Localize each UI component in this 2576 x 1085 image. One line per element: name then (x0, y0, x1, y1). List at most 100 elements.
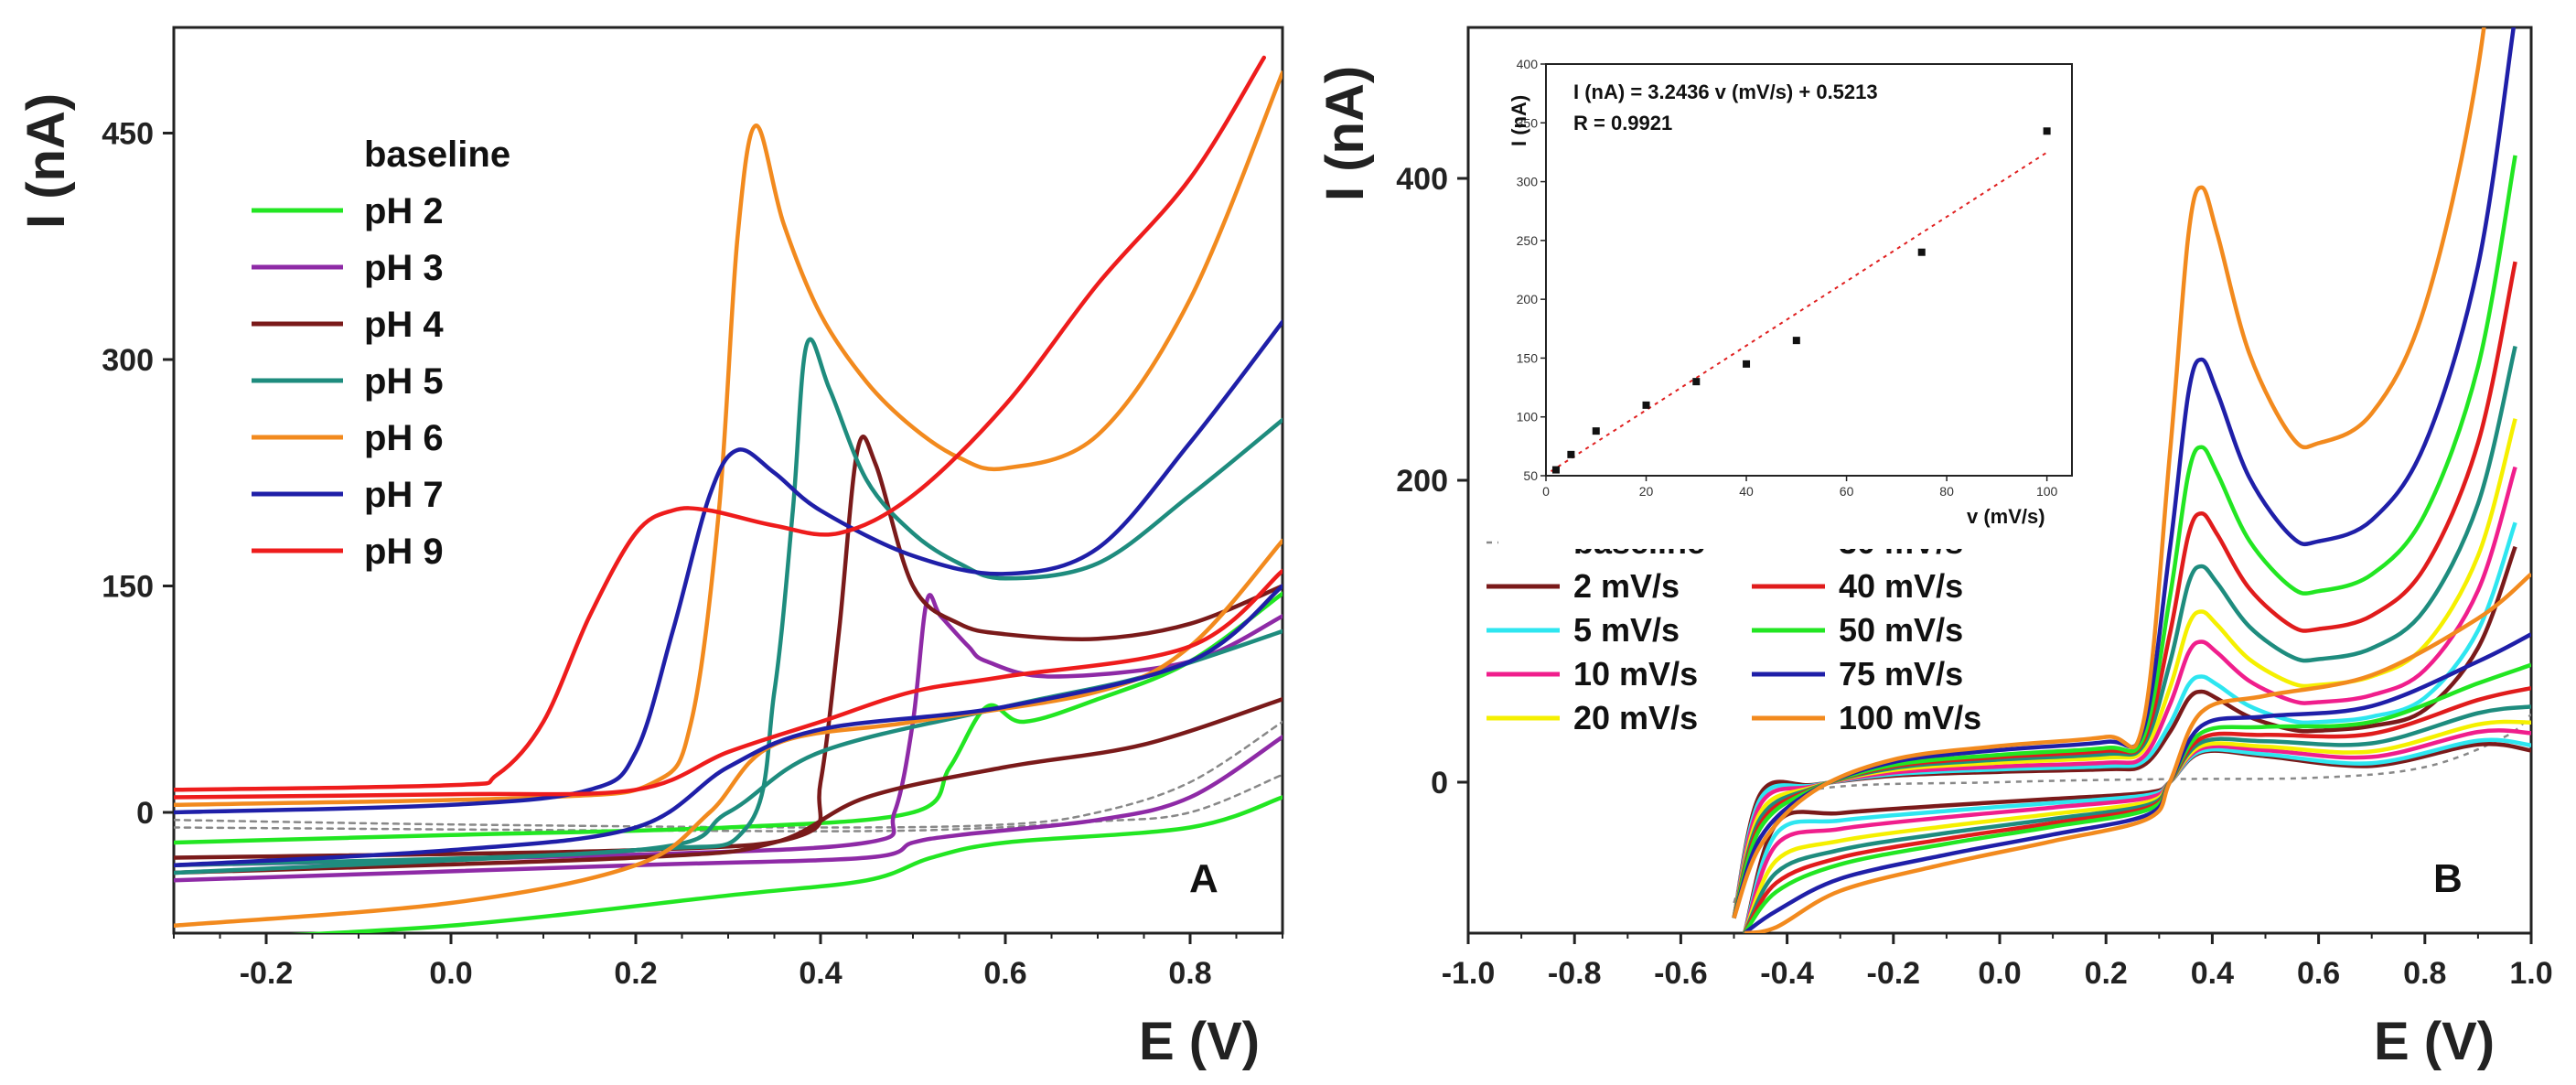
panel-b-x-tick-label: -0.4 (1760, 956, 1814, 991)
inset-x-tick-label: 60 (1840, 484, 1854, 499)
panel-a-x-tick-label: 0.4 (799, 956, 842, 991)
panel-a-curve-ph-7 (174, 319, 1283, 815)
panel-a-y-tick-label: 0 (136, 796, 154, 831)
inset-data-point (1642, 401, 1650, 409)
panel-a-curve-baseline (174, 720, 1283, 829)
panel-b-x-tick-label: -1.0 (1442, 956, 1496, 991)
panel-b-tag: B (2433, 856, 2463, 901)
inset-y-label: I (nA) (1508, 95, 1530, 146)
panel-a-curve-ph-4-return (174, 697, 1283, 876)
panel-a-x-tick-label: 0.0 (429, 956, 472, 991)
panel-b-x-tick-label: 0.4 (2191, 956, 2234, 991)
panel-b-legend-label-5-mv-s: 5 mV/s (1573, 611, 1680, 649)
panel-b-y-tick-label: 200 (1396, 464, 1448, 499)
panel-a-legend-label-ph-5: pH 5 (364, 361, 444, 402)
inset-data-point (1743, 360, 1751, 368)
panel-a-y-tick-label: 150 (102, 570, 154, 605)
panel-b-curve-10-mv-s-return (1742, 728, 2531, 933)
inset-data-point (1567, 450, 1575, 458)
inset-x-tick-label: 100 (2036, 484, 2058, 499)
panel-b-y-tick-label: 400 (1396, 162, 1448, 197)
inset-x-tick-label: 0 (1542, 484, 1550, 499)
inset-data-point (1917, 248, 1926, 256)
panel-b-x-tick-label: 0.6 (2297, 956, 2340, 991)
inset-y-tick-label: 100 (1517, 410, 1539, 424)
inset-y-tick-label: 50 (1523, 468, 1538, 483)
panel-a-x-ticks: -0.2 0.0 0.2 0.4 0.6 0.8 (173, 933, 1283, 991)
panel-b-y-ticks: 0 200 400 (1396, 162, 1468, 800)
panel-b-curve-100-mv-s-return (1744, 572, 2531, 933)
inset-chart: 0 20 40 60 80 100 50 100 150 200 250 300 350 400 I (n… (1498, 50, 2084, 549)
panel-b-curves (1732, 27, 2531, 933)
panel-a-legend-label-ph-2: pH 2 (364, 191, 444, 231)
inset-x-label: v (mV/s) (1967, 505, 2045, 528)
panel-a-legend-label-ph-4: pH 4 (364, 305, 444, 345)
panel-a-x-tick-label: -0.2 (240, 956, 294, 991)
inset-y-tick-label: 150 (1517, 350, 1539, 365)
panel-a-x-tick-label: 0.8 (1168, 956, 1211, 991)
panel-a-y-tick-label: 450 (102, 117, 154, 152)
panel-a-x-label: E (V) (1139, 1012, 1260, 1071)
panel-b-legend-label-40-mv-s: 40 mV/s (1839, 567, 1963, 605)
panel-b-curve-5-mv-s-return (1742, 737, 2531, 933)
panel-a-curve-ph-2 (174, 591, 1283, 845)
inset-y-tick-label: 350 (1517, 115, 1539, 130)
inset-marks: 0 20 40 60 80 100 50 100 150 200 250 300 350 400 (1517, 57, 2058, 499)
panel-b-curve-75-mv-s (1732, 27, 2517, 919)
panel-a-legend-label-ph-6: pH 6 (364, 418, 444, 458)
panel-b-curve-50-mv-s (1732, 155, 2517, 919)
panel-b-curve-20-mv-s-return (1743, 719, 2531, 933)
panel-a-x-tick-label: 0.6 (983, 956, 1026, 991)
inset-x-tick-label: 40 (1739, 484, 1754, 499)
inset-background (1498, 50, 2084, 549)
panel-b-curve-2-mv-s-return (1742, 741, 2531, 933)
panel-b-x-tick-label: -0.6 (1654, 956, 1708, 991)
panel-b-legend-label-2-mv-s: 2 mV/s (1573, 567, 1680, 605)
panel-a-curve-ph-7-return (174, 584, 1283, 868)
panel-a-y-label: I (nA) (16, 93, 76, 229)
inset-frame (1545, 63, 2073, 477)
panel-a-y-ticks: 0 150 300 450 (102, 117, 174, 831)
panel-b-x-tick-label: 0.0 (1978, 956, 2021, 991)
panel-b-curve-100-mv-s (1732, 27, 2486, 919)
inset-data-point (2043, 127, 2051, 135)
panel-a-curve-ph-3-return (174, 735, 1283, 883)
panel-b-y-label: I (nA) (1315, 66, 1375, 201)
panel-a-curve-ph-6 (174, 70, 1283, 808)
panel-b-legend-label-75-mv-s: 75 mV/s (1839, 655, 1963, 693)
inset-equation: I (nA) = 3.2436 v (mV/s) + 0.5213 (1573, 81, 1878, 103)
panel-b-legend-label-50-mv-s: 50 mV/s (1839, 611, 1963, 649)
panel-b-x-tick-label: -0.2 (1867, 956, 1921, 991)
panel-b-legend: baseline2 mV/s5 mV/s10 mV/s20 mV/s30 mV/… (1487, 523, 1981, 736)
panel-b-legend-label-20-mv-s: 20 mV/s (1573, 699, 1698, 736)
panel-a-legend-label-ph-9: pH 9 (364, 532, 444, 572)
panel-a: -0.2 0.0 0.2 0.4 0.6 0.8 0 150 300 450 E (V) I (… (16, 26, 1284, 1071)
panel-b-x-label: E (V) (2374, 1012, 2495, 1071)
panel-a-curve-ph-9 (174, 55, 1267, 792)
inset-data-point (1592, 427, 1600, 435)
panel-a-tag: A (1189, 856, 1218, 901)
panel-b-x-tick-label: -0.8 (1548, 956, 1602, 991)
panel-b: -1.0 -0.8 -0.6 -0.4 -0.2 0.0 0.2 0.4 0.6 0.8 1.0 0… (1315, 26, 2553, 1071)
panel-a-curve-ph-3 (174, 593, 1283, 868)
panel-b-legend-label-10-mv-s: 10 mV/s (1573, 655, 1698, 693)
panel-a-legend: baseline pH 2 pH 3 pH 4 pH 5 pH 6 pH 7 pH 9 (252, 134, 510, 572)
panel-b-x-tick-label: 0.8 (2403, 956, 2446, 991)
panel-a-x-tick-label: 0.2 (614, 956, 657, 991)
panel-a-curve-ph-2-return (291, 795, 1283, 933)
inset-x-tick-label: 20 (1639, 484, 1654, 499)
inset-x-tick-label: 80 (1939, 484, 1954, 499)
inset-data-point (1792, 337, 1800, 345)
panel-b-y-tick-label: 0 (1431, 766, 1448, 800)
inset-y-tick-label: 200 (1517, 292, 1539, 306)
inset-r-value: R = 0.9921 (1573, 112, 1672, 134)
panel-b-x-ticks: -1.0 -0.8 -0.6 -0.4 -0.2 0.0 0.2 0.4 0.6 0.8 1.0 (1442, 933, 2553, 991)
panel-b-x-tick-label: 1.0 (2509, 956, 2552, 991)
inset-data-point (1692, 378, 1701, 386)
panel-a-legend-label-baseline: baseline (364, 134, 510, 175)
inset-y-tick-label: 300 (1517, 175, 1539, 189)
panel-b-x-tick-label: 0.2 (2085, 956, 2128, 991)
panel-a-curve-ph-9-return (174, 568, 1283, 800)
panel-a-curve-ph-5 (174, 337, 1283, 876)
